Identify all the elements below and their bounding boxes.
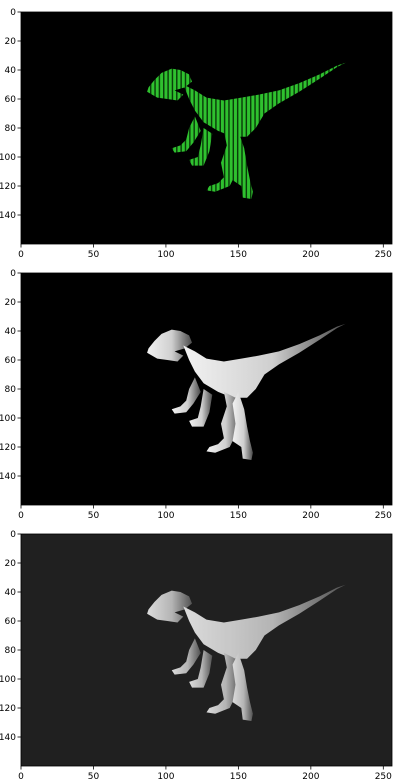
image-background — [21, 12, 392, 244]
x-tick-label: 100 — [157, 772, 174, 782]
x-tick-label: 100 — [157, 250, 174, 260]
x-tick-label: 50 — [88, 511, 100, 521]
y-tick-label: 40 — [5, 327, 17, 337]
y-tick-label: 100 — [0, 414, 16, 424]
image-background — [21, 534, 392, 766]
image-panel-3: 0 50 100 150 200 250 0 20 40 60 80 100 120 140 — [0, 530, 393, 782]
y-tick-label: 100 — [0, 675, 16, 685]
y-tick-label: 120 — [0, 443, 16, 453]
y-tick-label: 140 — [0, 472, 16, 482]
x-tick-label: 200 — [302, 511, 319, 521]
y-tick-label: 20 — [5, 37, 17, 47]
x-tick-label: 200 — [302, 250, 319, 260]
y-tick-label: 120 — [0, 182, 16, 192]
y-tick-label: 80 — [5, 385, 17, 395]
x-tick-label: 0 — [18, 772, 24, 782]
image-panel-2: 0 50 100 150 200 250 0 20 40 60 80 100 120 140 — [0, 269, 393, 521]
x-tick-label: 50 — [88, 772, 100, 782]
y-tick-label: 100 — [0, 153, 16, 163]
y-tick-label: 60 — [5, 617, 17, 627]
x-tick-label: 50 — [88, 250, 100, 260]
y-tick-label: 40 — [5, 588, 17, 598]
x-tick-label: 250 — [375, 250, 392, 260]
y-tick-label: 20 — [5, 298, 17, 308]
x-tick-label: 150 — [230, 250, 247, 260]
x-tick-label: 0 — [18, 511, 24, 521]
y-tick-label: 60 — [5, 356, 17, 366]
y-tick-label: 120 — [0, 704, 16, 714]
x-tick-label: 150 — [230, 511, 247, 521]
y-tick-label: 20 — [5, 559, 17, 569]
y-tick-label: 0 — [10, 269, 16, 279]
y-tick-label: 80 — [5, 124, 17, 134]
y-tick-label: 40 — [5, 66, 17, 76]
y-tick-label: 80 — [5, 646, 17, 656]
x-tick-label: 250 — [375, 772, 392, 782]
y-tick-label: 140 — [0, 733, 16, 743]
x-tick-label: 100 — [157, 511, 174, 521]
image-background — [21, 273, 392, 505]
x-tick-label: 250 — [375, 511, 392, 521]
y-tick-label: 140 — [0, 211, 16, 221]
y-tick-label: 0 — [10, 530, 16, 540]
y-tick-label: 0 — [10, 8, 16, 18]
x-tick-label: 0 — [18, 250, 24, 260]
y-tick-label: 60 — [5, 95, 17, 105]
x-tick-label: 200 — [302, 772, 319, 782]
x-tick-label: 150 — [230, 772, 247, 782]
image-panel-1: 0 50 100 150 200 250 0 20 40 60 80 100 120 140 — [0, 8, 393, 260]
